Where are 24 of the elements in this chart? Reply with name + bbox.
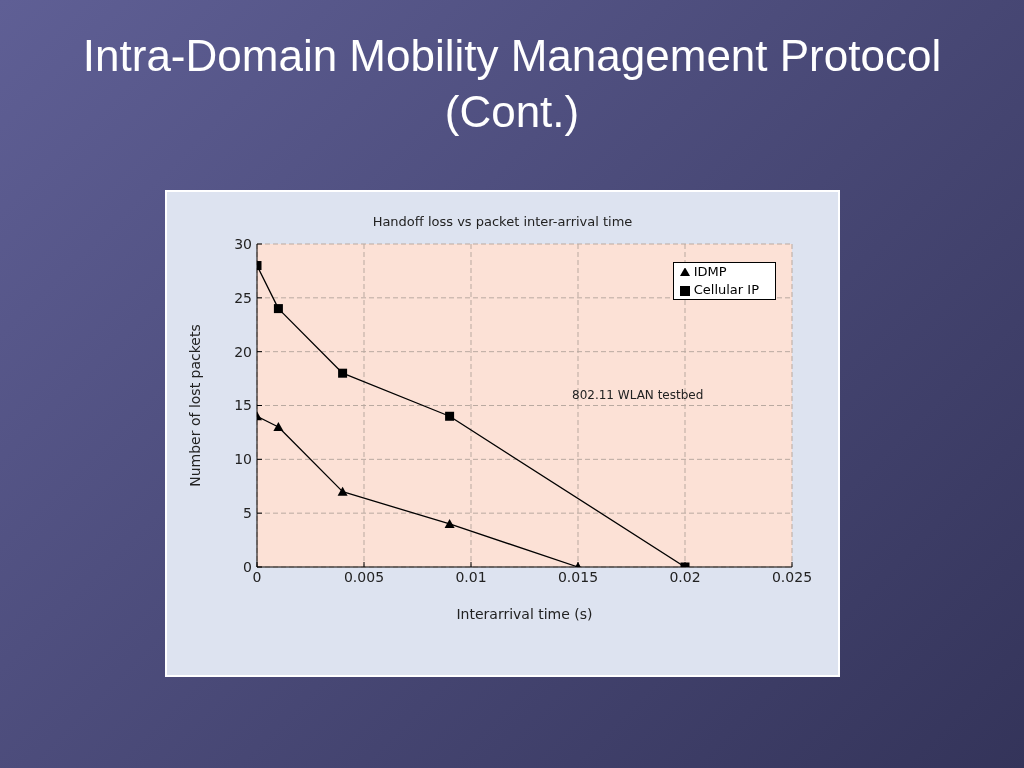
point xyxy=(273,422,284,432)
x-tick-label: 0.02 xyxy=(669,568,701,585)
x-tick-label: 0.005 xyxy=(343,568,385,585)
y-tick-label: 25 xyxy=(234,289,252,306)
point xyxy=(444,518,455,528)
y-tick-label: 15 xyxy=(234,397,252,414)
y-axis-title: Number of lost packets xyxy=(186,324,203,487)
y-tick-label: 30 xyxy=(234,235,252,252)
x-axis-title: Interarrival time (s) xyxy=(456,606,593,622)
x-tick-label: 0.01 xyxy=(455,568,487,585)
chart-title: Intra-Domain Mobility Management Protocol (Cont.) xyxy=(81,30,943,138)
point xyxy=(445,411,455,421)
point xyxy=(338,368,348,378)
point xyxy=(273,304,283,314)
x-tick-label: 0.015 xyxy=(557,568,599,585)
y-tick-label: 20 xyxy=(234,343,252,360)
annotation: 802.11 WLAN testbed xyxy=(572,388,704,402)
chart-subtitle: Handoff loss vs packet inter-arrival time xyxy=(371,214,634,229)
point xyxy=(337,486,348,496)
y-tick-label: 10 xyxy=(234,451,252,468)
x-tick-label: 0.025 xyxy=(771,568,813,585)
y-tick-label: 5 xyxy=(243,505,252,522)
legend-label: Cellular IP xyxy=(693,282,759,297)
legend-label: IDMP xyxy=(693,264,727,279)
